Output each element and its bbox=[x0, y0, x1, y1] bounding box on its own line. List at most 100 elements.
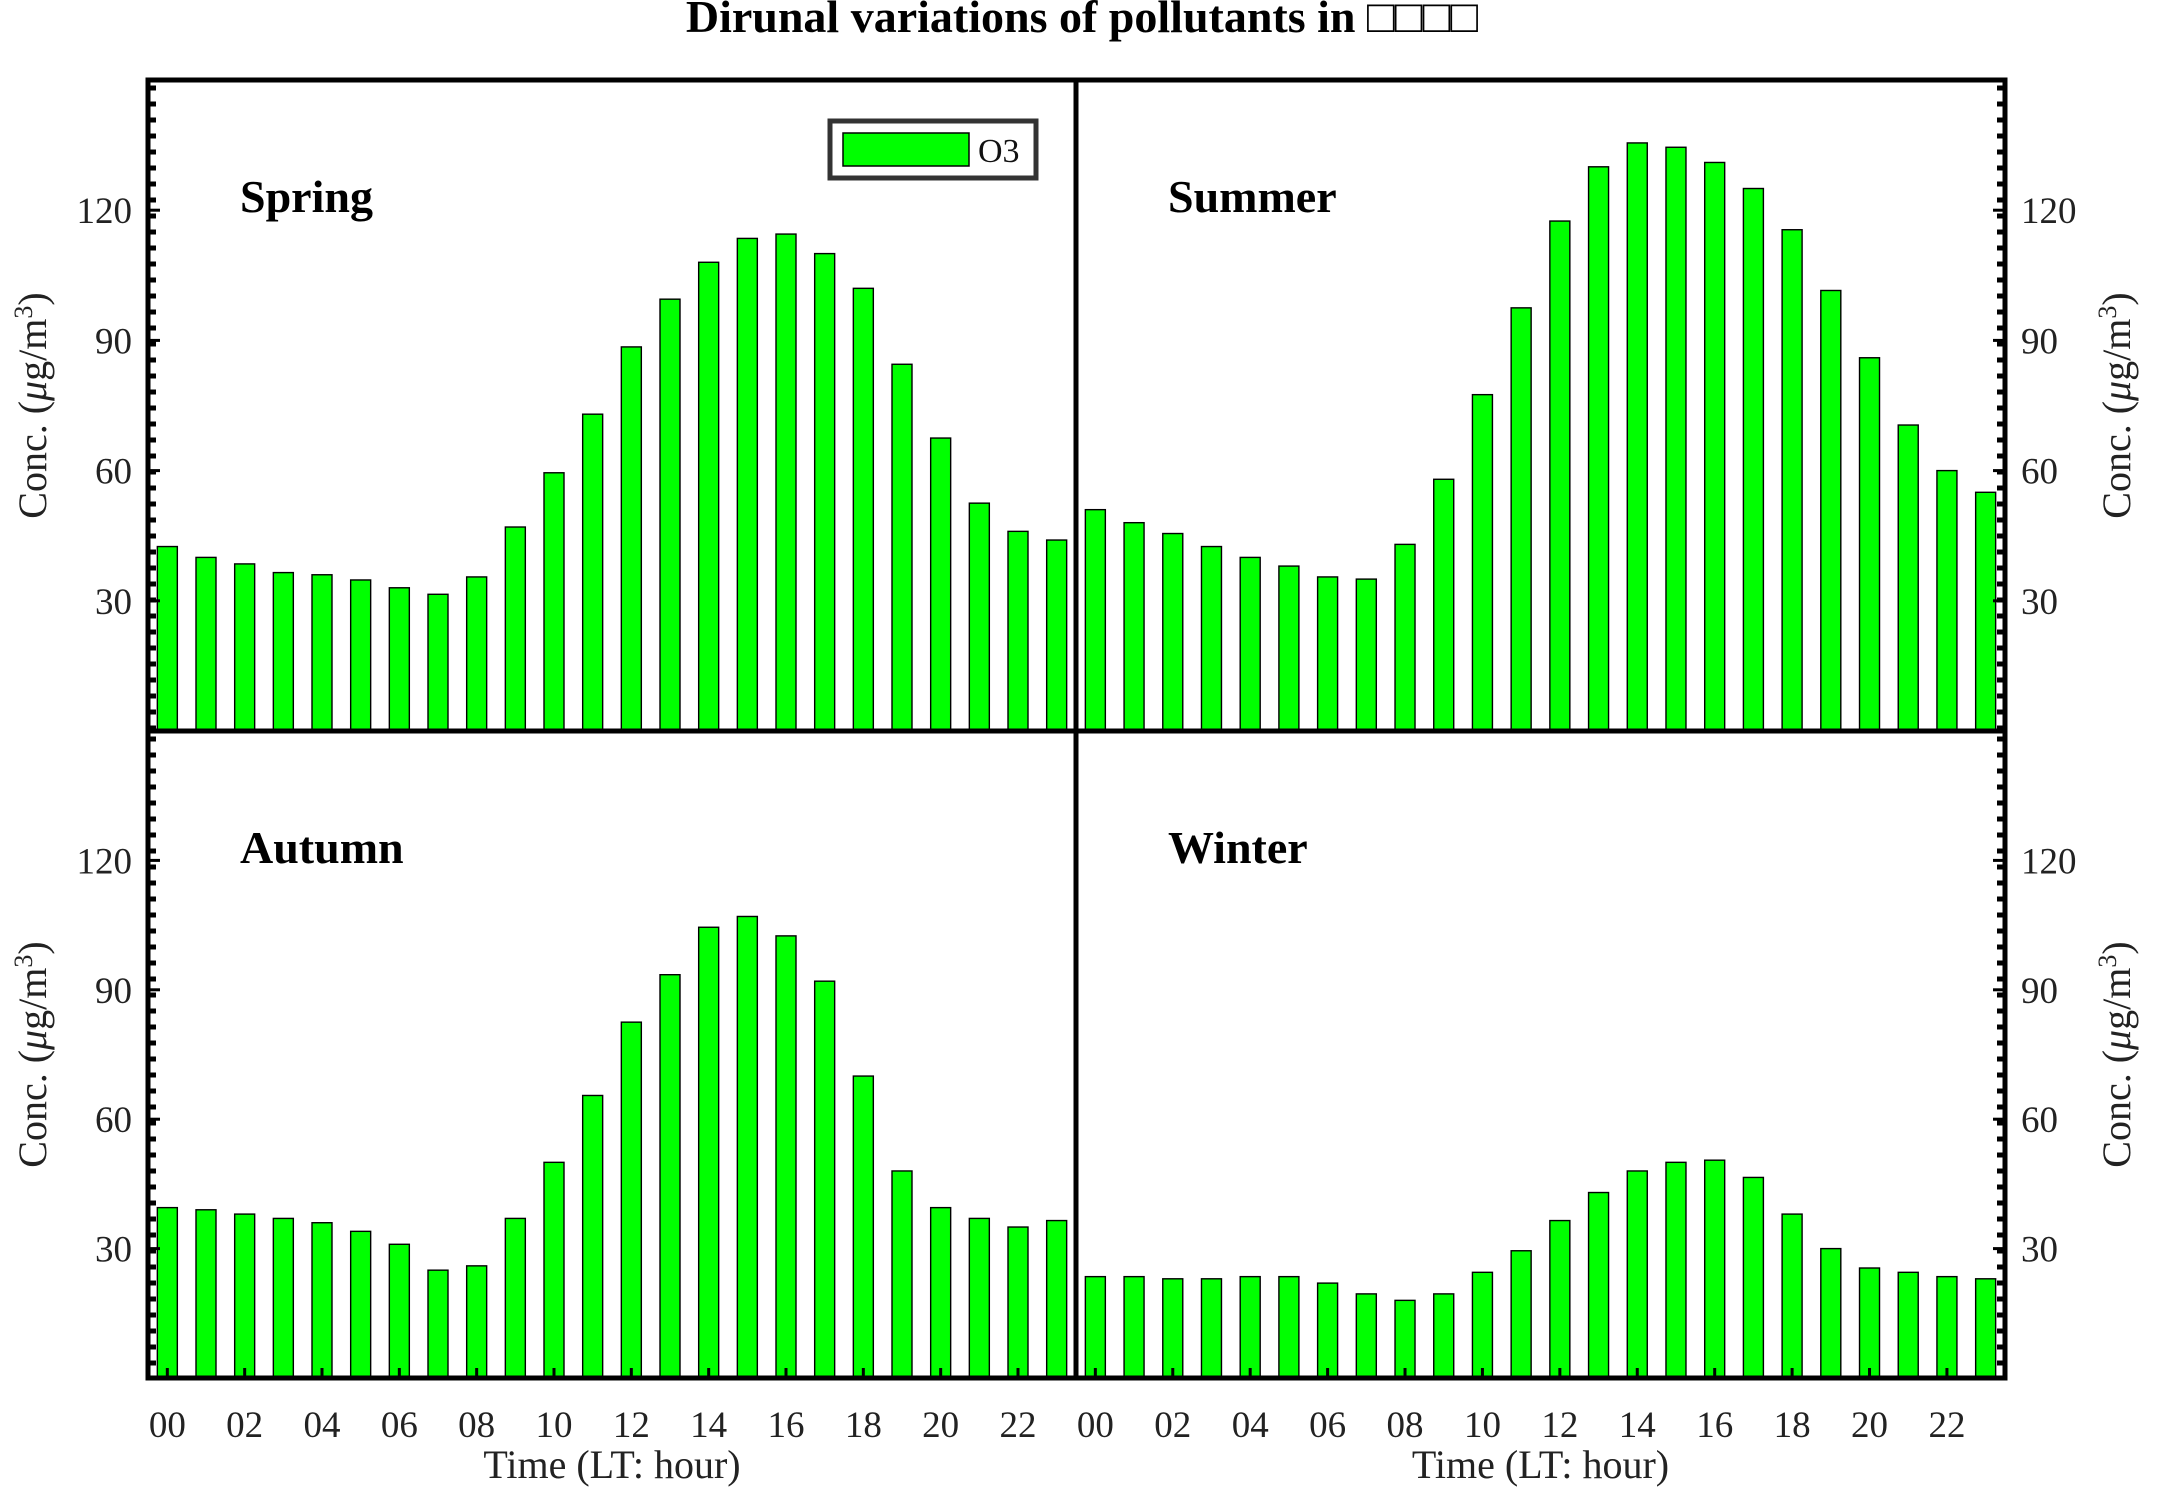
bar-summer-22 bbox=[1936, 469, 1958, 732]
bar-summer-17 bbox=[1742, 187, 1765, 732]
bar-autumn-14 bbox=[697, 926, 720, 1379]
bar-winter-2 bbox=[1162, 1278, 1184, 1379]
bar-spring-11 bbox=[581, 413, 604, 732]
bar-autumn-22 bbox=[1007, 1226, 1029, 1379]
bar-winter-9 bbox=[1433, 1293, 1455, 1379]
bar-autumn-5 bbox=[349, 1230, 372, 1379]
bar-summer-2 bbox=[1162, 532, 1184, 732]
bar-summer-10 bbox=[1471, 393, 1494, 732]
bar-autumn-12 bbox=[620, 1021, 643, 1379]
bar-summer-14 bbox=[1626, 142, 1648, 732]
bar-autumn-7 bbox=[427, 1269, 449, 1379]
bar-spring-12 bbox=[620, 346, 643, 732]
bar-autumn-17 bbox=[813, 980, 836, 1379]
x-axis-label: Time (LT: hour) bbox=[1412, 1442, 1669, 1487]
bar-spring-8 bbox=[465, 576, 488, 732]
bar-winter-4 bbox=[1239, 1275, 1261, 1379]
bar-winter-5 bbox=[1278, 1275, 1300, 1379]
ytick-label: 30 bbox=[95, 1230, 132, 1271]
xtick-label: 16 bbox=[1696, 1405, 1733, 1446]
bar-autumn-4 bbox=[311, 1222, 333, 1379]
season-label: Spring bbox=[240, 171, 373, 222]
ytick-label: 90 bbox=[95, 971, 132, 1012]
bar-spring-21 bbox=[968, 502, 991, 732]
bar-spring-16 bbox=[775, 233, 797, 732]
bar-spring-3 bbox=[272, 571, 295, 732]
bar-winter-20 bbox=[1858, 1267, 1881, 1379]
bar-summer-3 bbox=[1200, 545, 1223, 732]
bar-summer-23 bbox=[1974, 491, 1997, 732]
xtick-label: 10 bbox=[1464, 1405, 1501, 1446]
bar-winter-12 bbox=[1549, 1219, 1571, 1379]
bar-autumn-6 bbox=[388, 1243, 411, 1379]
bar-summer-15 bbox=[1665, 146, 1687, 732]
bar-winter-17 bbox=[1742, 1176, 1765, 1379]
season-label: Summer bbox=[1168, 171, 1337, 222]
bar-spring-4 bbox=[311, 574, 333, 732]
bar-autumn-18 bbox=[852, 1075, 875, 1379]
xtick-label: 04 bbox=[1232, 1405, 1269, 1446]
bar-summer-13 bbox=[1587, 166, 1610, 732]
xtick-label: 16 bbox=[768, 1405, 805, 1446]
bar-autumn-20 bbox=[929, 1206, 952, 1379]
bar-spring-19 bbox=[891, 363, 913, 732]
bar-spring-23 bbox=[1045, 539, 1068, 732]
bar-spring-9 bbox=[504, 526, 527, 732]
bar-autumn-0 bbox=[156, 1206, 179, 1379]
bar-winter-8 bbox=[1394, 1299, 1416, 1379]
panel-summer: 30 60 90 120 Summer bbox=[1073, 77, 2077, 734]
xtick-label: 20 bbox=[1851, 1405, 1888, 1446]
bar-autumn-2 bbox=[233, 1213, 256, 1379]
x-axis-label: Time (LT: hour) bbox=[483, 1442, 740, 1487]
xtick-label: 06 bbox=[381, 1405, 418, 1446]
bar-winter-21 bbox=[1897, 1271, 1919, 1379]
xtick-label: 22 bbox=[1000, 1405, 1037, 1446]
bar-autumn-3 bbox=[272, 1217, 295, 1379]
bar-autumn-21 bbox=[968, 1217, 991, 1379]
bar-summer-8 bbox=[1394, 543, 1416, 732]
xtick-label: 10 bbox=[536, 1405, 573, 1446]
bar-autumn-16 bbox=[775, 935, 797, 1379]
y-axis-label-left-top: Conc. (μg/m3) bbox=[9, 292, 55, 518]
bar-summer-11 bbox=[1510, 307, 1532, 732]
bar-winter-10 bbox=[1471, 1271, 1494, 1379]
bar-summer-6 bbox=[1316, 576, 1339, 732]
xtick-label: 18 bbox=[1774, 1405, 1811, 1446]
ytick-label: 30 bbox=[95, 582, 132, 623]
bar-summer-4 bbox=[1239, 556, 1261, 732]
bar-autumn-15 bbox=[736, 915, 759, 1379]
xtick-label: 08 bbox=[458, 1405, 495, 1446]
bar-summer-18 bbox=[1781, 229, 1803, 732]
bar-winter-23 bbox=[1974, 1278, 1997, 1379]
legend-swatch bbox=[842, 132, 970, 167]
xtick-label: 12 bbox=[613, 1405, 650, 1446]
bar-summer-12 bbox=[1549, 220, 1571, 732]
xtick-label: 20 bbox=[922, 1405, 959, 1446]
season-label: Winter bbox=[1168, 822, 1308, 873]
season-label: Autumn bbox=[240, 822, 404, 873]
xtick-label: 02 bbox=[1154, 1405, 1191, 1446]
bar-summer-9 bbox=[1433, 478, 1455, 732]
bar-spring-14 bbox=[697, 261, 720, 732]
ytick-label: 90 bbox=[2021, 971, 2058, 1012]
bar-winter-15 bbox=[1665, 1161, 1687, 1379]
bar-winter-18 bbox=[1781, 1213, 1803, 1379]
xtick-label: 02 bbox=[226, 1405, 263, 1446]
bar-winter-3 bbox=[1200, 1278, 1223, 1379]
panel-winter: 30 60 90 120 Winter bbox=[1073, 728, 2077, 1381]
y-axis-label-left-bottom: Conc. (μg/m3) bbox=[9, 941, 55, 1167]
panel-autumn: 30 60 90 120 Autumn bbox=[77, 728, 1079, 1381]
bar-autumn-23 bbox=[1045, 1219, 1068, 1379]
bar-summer-16 bbox=[1703, 161, 1726, 732]
ytick-label: 120 bbox=[77, 841, 133, 882]
bar-winter-6 bbox=[1316, 1282, 1339, 1379]
xtick-label: 12 bbox=[1541, 1405, 1578, 1446]
xtick-label: 00 bbox=[1077, 1405, 1114, 1446]
bar-spring-15 bbox=[736, 237, 759, 732]
bar-winter-16 bbox=[1703, 1159, 1726, 1379]
bar-summer-7 bbox=[1355, 578, 1378, 732]
ytick-label: 60 bbox=[95, 1100, 132, 1141]
bar-winter-7 bbox=[1355, 1293, 1378, 1379]
ytick-label: 60 bbox=[2021, 1100, 2058, 1141]
